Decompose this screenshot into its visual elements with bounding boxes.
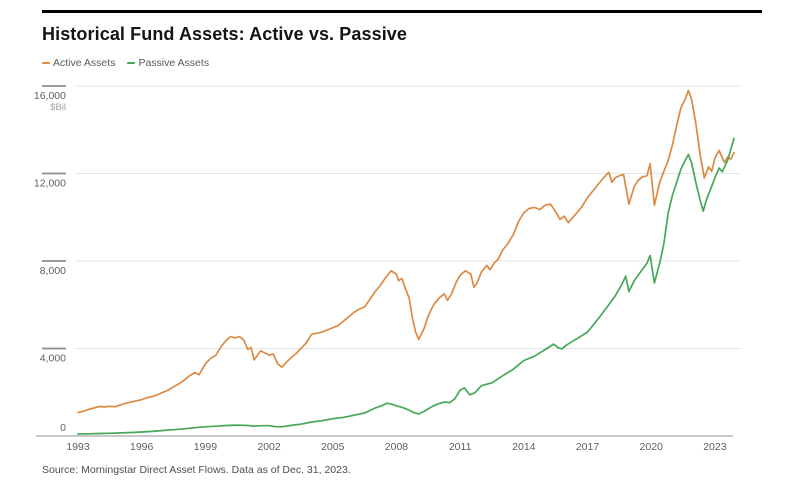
y-tick-label: 8,000 — [40, 265, 66, 277]
x-tick-label: 2014 — [512, 441, 536, 453]
x-tick-label: 2020 — [640, 441, 664, 453]
y-axis-unit-label: $Bil — [50, 102, 66, 113]
source-note: Source: Morningstar Direct Asset Flows. … — [42, 464, 351, 476]
x-tick-label: 2008 — [385, 441, 409, 453]
top-rule-divider — [42, 10, 762, 13]
x-tick-label: 2005 — [321, 441, 345, 453]
y-tick-label: 4,000 — [40, 353, 66, 365]
legend-item-passive: Passive Assets — [127, 57, 209, 69]
x-tick-label: 2011 — [449, 441, 472, 453]
y-tick-label: 12,000 — [34, 178, 66, 190]
x-tick-label: 2017 — [576, 441, 600, 453]
legend-label-passive: Passive Assets — [138, 57, 210, 69]
x-tick-label: 1996 — [130, 441, 154, 453]
x-tick-label: 1993 — [66, 441, 90, 453]
chart-legend: Active Assets Passive Assets — [42, 57, 209, 69]
x-tick-label: 2023 — [703, 441, 727, 453]
x-tick-label: 1999 — [194, 441, 218, 453]
legend-label-active: Active Assets — [53, 57, 116, 69]
legend-item-active: Active Assets — [42, 57, 115, 69]
passive-series-swatch-icon — [127, 61, 136, 65]
x-tick-label: 2002 — [257, 441, 281, 453]
y-tick-label: 16,000 — [34, 90, 66, 102]
active-assets-line — [77, 89, 735, 414]
page-title: Historical Fund Assets: Active vs. Passi… — [42, 24, 408, 44]
passive-assets-line — [77, 137, 735, 435]
active-series-swatch-icon — [42, 61, 50, 65]
y-tick-label: 0 — [60, 422, 66, 434]
